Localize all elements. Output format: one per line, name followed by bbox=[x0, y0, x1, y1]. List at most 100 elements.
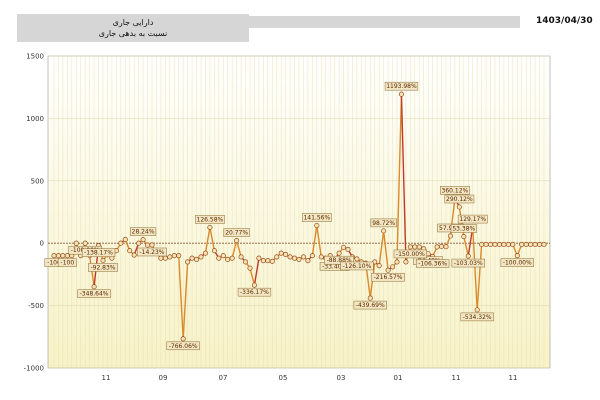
data-point bbox=[514, 253, 520, 259]
data-point bbox=[269, 258, 275, 264]
data-point bbox=[305, 258, 311, 264]
data-point bbox=[296, 256, 302, 262]
data-point bbox=[256, 255, 262, 261]
data-point bbox=[443, 244, 449, 250]
y-tick-label: 0 bbox=[40, 240, 44, 248]
data-label: -33.40% bbox=[322, 263, 347, 270]
series-segment bbox=[472, 227, 478, 310]
data-label-box bbox=[384, 81, 419, 91]
data-label: -336.17% bbox=[240, 289, 269, 296]
x-tick-label: 03 bbox=[337, 374, 346, 382]
data-point bbox=[394, 259, 400, 265]
series-segment bbox=[209, 227, 216, 251]
data-point bbox=[283, 251, 289, 257]
x-tick-label: 05 bbox=[279, 374, 288, 382]
data-point bbox=[479, 241, 485, 247]
data-point bbox=[185, 259, 191, 265]
data-label-box bbox=[195, 215, 225, 224]
data-point bbox=[180, 336, 186, 342]
data-label: 98.72% bbox=[372, 220, 395, 227]
data-point bbox=[247, 265, 253, 271]
data-label: -138.17% bbox=[84, 250, 113, 257]
data-point bbox=[438, 243, 445, 249]
data-point bbox=[171, 253, 177, 259]
data-label: 141.56% bbox=[303, 215, 330, 222]
data-label: 129.17% bbox=[459, 216, 486, 223]
data-point bbox=[122, 236, 128, 243]
data-label-box bbox=[237, 287, 272, 297]
data-point bbox=[274, 254, 280, 260]
data-point bbox=[354, 256, 360, 262]
data-point bbox=[465, 253, 471, 259]
data-point bbox=[189, 255, 195, 261]
data-point bbox=[474, 307, 480, 313]
data-point bbox=[238, 254, 244, 260]
data-point bbox=[519, 241, 525, 247]
data-label: 28.24% bbox=[132, 229, 155, 236]
data-point bbox=[100, 257, 106, 263]
data-point bbox=[167, 254, 173, 260]
data-point bbox=[403, 259, 409, 265]
data-label: 1193.98% bbox=[386, 83, 417, 90]
data-point bbox=[447, 233, 454, 239]
data-point bbox=[60, 253, 66, 259]
data-point bbox=[345, 246, 351, 252]
data-point bbox=[176, 253, 182, 259]
series-segment bbox=[396, 94, 403, 262]
y-tick-label: -1000 bbox=[24, 365, 44, 373]
data-point bbox=[278, 250, 284, 256]
data-label: 20.77% bbox=[225, 230, 248, 237]
data-label-box bbox=[88, 263, 118, 272]
data-point bbox=[381, 228, 387, 234]
series-segment bbox=[316, 225, 322, 258]
data-point bbox=[523, 241, 529, 247]
data-point bbox=[260, 258, 266, 264]
data-label-box bbox=[166, 341, 200, 351]
data-point bbox=[340, 244, 347, 250]
data-point bbox=[207, 224, 213, 230]
data-point bbox=[434, 244, 440, 250]
data-point bbox=[412, 244, 418, 250]
data-label: -439.69% bbox=[356, 302, 385, 309]
data-point bbox=[55, 253, 62, 259]
data-point bbox=[229, 255, 235, 261]
y-tick-label: 1000 bbox=[26, 115, 44, 123]
data-label: -100 bbox=[61, 260, 75, 267]
title-strip bbox=[249, 16, 520, 28]
data-point bbox=[131, 252, 137, 258]
data-point bbox=[251, 282, 258, 288]
data-point bbox=[532, 241, 538, 247]
data-point bbox=[492, 241, 498, 247]
data-point bbox=[127, 248, 133, 254]
chart-title-line1: دارایی جاری bbox=[112, 18, 154, 27]
data-point bbox=[376, 263, 382, 269]
data-label-box bbox=[81, 248, 116, 257]
data-label: 57.95% bbox=[439, 225, 462, 232]
data-point bbox=[483, 241, 489, 247]
data-label-box bbox=[340, 261, 374, 271]
series-segment bbox=[400, 94, 407, 262]
data-label-box bbox=[457, 214, 488, 224]
data-point bbox=[140, 237, 146, 243]
data-point bbox=[461, 233, 467, 240]
x-tick-label: 11 bbox=[509, 374, 518, 382]
data-label-box bbox=[301, 213, 332, 222]
data-label-box bbox=[450, 224, 477, 233]
x-tick-label: 09 bbox=[159, 374, 168, 382]
data-label: -766.06% bbox=[169, 343, 198, 350]
data-label: -103.03% bbox=[454, 260, 483, 267]
data-label-box bbox=[415, 259, 450, 268]
series-segment bbox=[249, 267, 256, 286]
series-segment bbox=[253, 258, 260, 286]
data-label: -534.32% bbox=[463, 314, 492, 321]
y-tick-label: -500 bbox=[28, 302, 44, 310]
data-point bbox=[407, 244, 413, 250]
y-tick-label: 1500 bbox=[26, 53, 44, 61]
data-point bbox=[385, 267, 391, 273]
data-label-box bbox=[460, 312, 494, 322]
data-label: -348.64% bbox=[80, 291, 109, 298]
data-point bbox=[198, 254, 204, 260]
y-tick-label: 500 bbox=[31, 177, 44, 185]
data-point bbox=[118, 240, 124, 246]
x-tick-label: 11 bbox=[102, 374, 111, 382]
